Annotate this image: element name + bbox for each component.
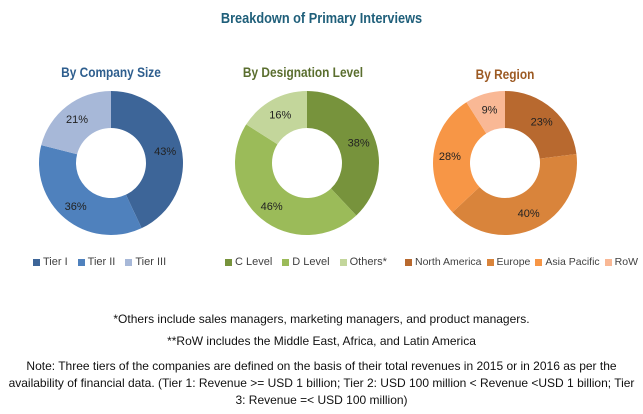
legend-label: Tier I (43, 256, 68, 268)
slice-tier-ii (39, 145, 142, 235)
legend-label: RoW (614, 256, 639, 268)
data-label: 28% (439, 151, 461, 163)
slice-asia-pacific (433, 102, 487, 213)
data-label: 9% (482, 105, 498, 117)
legend-item: Asia Pacific (535, 256, 600, 268)
legend-item: North America (405, 256, 482, 268)
slice-north-america (505, 91, 577, 159)
slice-row (466, 91, 505, 134)
data-label: 23% (531, 116, 553, 128)
footnote-tiers: Note: Three tiers of the companies are d… (8, 359, 635, 407)
slice-tier-i (111, 91, 183, 229)
data-label: 36% (65, 201, 87, 213)
footnote-others: *Others include sales managers, marketin… (113, 312, 530, 326)
donut-charts: 43% 36% 21% 38% 46% 16% 23% 40% 28% 9% (39, 91, 577, 235)
slice-europe (452, 153, 577, 235)
legend-item: Tier I (33, 256, 68, 268)
legend-swatch (486, 258, 494, 266)
legend-swatch (77, 258, 85, 266)
subtitle-region: By Region (475, 67, 535, 82)
legend-swatch (535, 258, 543, 266)
legend-item: C Level (225, 256, 272, 268)
legend-label: Tier II (87, 256, 116, 268)
legend-item: Tier II (77, 256, 116, 268)
data-label: 16% (269, 109, 291, 121)
legend-company-size: Tier I Tier II Tier III (33, 256, 166, 268)
subtitle-company-size: By Company Size (61, 65, 161, 80)
slice-tier-iii (41, 91, 112, 155)
legend-item: Europe (486, 256, 531, 268)
slice-c-level (307, 91, 379, 216)
slice-others- (246, 91, 307, 145)
legend-label: D Level (292, 256, 330, 268)
data-label: 38% (348, 138, 370, 150)
legend-label: Europe (496, 256, 531, 268)
legend-swatch (282, 258, 290, 266)
slice-d-level (235, 124, 357, 235)
legend-label: North America (415, 256, 482, 268)
data-label: 46% (261, 201, 283, 213)
legend-swatch (604, 258, 612, 266)
legend-label: Asia Pacific (545, 256, 600, 268)
legend-label: C Level (235, 256, 273, 268)
data-label: 40% (518, 208, 540, 220)
legend-label: Others* (349, 256, 387, 268)
legend-swatch (33, 258, 40, 266)
legend-label: Tier III (135, 256, 167, 268)
legend-swatch (339, 258, 347, 266)
legend-region: North America Europe Asia Pacific RoW (405, 256, 638, 268)
subtitle-designation: By Designation Level (242, 65, 364, 80)
data-label: 21% (66, 114, 88, 126)
legend-designation: C Level D Level Others* (225, 256, 387, 268)
legend-item: RoW (604, 256, 639, 268)
legend-swatch (225, 258, 232, 266)
legend-swatch (405, 258, 412, 266)
data-label: 43% (154, 146, 176, 158)
chart-title: Breakdown of Primary Interviews (220, 10, 423, 27)
footnote-row: **RoW includes the Middle East, Africa, … (167, 334, 476, 348)
legend-swatch (125, 258, 133, 266)
legend-item: Tier III (125, 256, 166, 268)
legend-item: Others* (339, 256, 387, 268)
legend-item: D Level (282, 256, 330, 268)
